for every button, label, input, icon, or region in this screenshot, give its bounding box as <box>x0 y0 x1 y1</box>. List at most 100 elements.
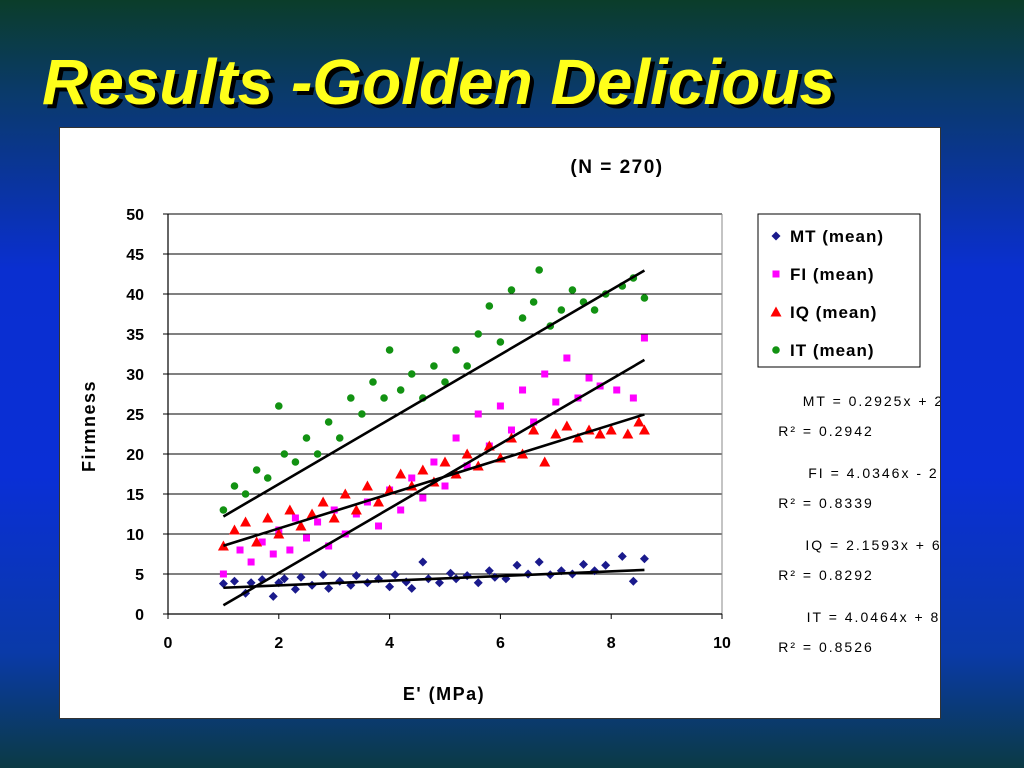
point-iq <box>572 432 584 443</box>
point-fi <box>291 514 299 522</box>
point-it <box>557 306 566 314</box>
point-fi <box>507 426 515 434</box>
point-fi <box>563 354 571 362</box>
x-tick-label: 0 <box>164 635 173 652</box>
chart-panel: (N = 270) 0 5 10 15 20 25 30 35 40 45 50 0 2 4 6 8 10 E'… <box>59 127 987 719</box>
point-mt <box>279 574 289 584</box>
point-fi <box>452 434 460 442</box>
r2-it: R² = 0.8526 <box>778 639 874 655</box>
point-iq <box>605 424 617 435</box>
point-it <box>230 482 239 490</box>
point-fi <box>236 546 244 554</box>
point-iq <box>594 428 606 439</box>
point-it <box>518 314 527 322</box>
point-mt <box>246 578 256 588</box>
legend: MT (mean) FI (mean) IQ (mean) IT (mean) <box>757 213 921 368</box>
trendline-mt <box>223 568 645 590</box>
point-iq <box>361 480 373 491</box>
point-iq <box>539 456 551 467</box>
legend-label-fi: FI (mean) <box>790 265 875 284</box>
point-fi <box>552 398 560 406</box>
point-it <box>507 286 516 294</box>
point-mt <box>218 579 228 589</box>
point-mt <box>617 551 627 561</box>
point-mt <box>290 584 300 594</box>
y-tick-label: 10 <box>126 527 144 544</box>
point-mt <box>385 582 395 592</box>
point-iq <box>251 536 263 547</box>
point-mt <box>335 576 345 586</box>
trendline-it <box>222 269 646 518</box>
point-mt <box>473 578 483 588</box>
point-fi <box>496 402 504 410</box>
point-mt <box>601 560 611 570</box>
point-it <box>463 362 471 370</box>
point-fi <box>325 542 333 550</box>
point-it <box>529 298 538 306</box>
point-fi <box>314 518 322 526</box>
point-fi <box>530 418 538 426</box>
equation-it: IT = 4.0464x + 8.1449 <box>807 609 940 625</box>
legend-marker-fi <box>772 270 780 278</box>
point-it <box>335 434 344 442</box>
point-fi <box>519 386 527 394</box>
y-tick-label: 15 <box>126 487 144 504</box>
point-mt <box>296 572 306 582</box>
scatter-chart: (N = 270) 0 5 10 15 20 25 30 35 40 45 50 0 2 4 6 8 10 E'… <box>79 157 987 704</box>
point-it <box>291 458 300 466</box>
point-iq <box>417 464 429 475</box>
point-iq <box>461 448 473 459</box>
point-it <box>568 286 577 294</box>
point-fi <box>613 386 621 394</box>
point-iq <box>350 504 362 515</box>
legend-marker-mt <box>771 231 781 241</box>
point-iq <box>317 496 329 507</box>
chart-title: (N = 270) <box>570 157 663 178</box>
point-it <box>485 302 494 310</box>
point-mt <box>484 566 494 576</box>
regression-equations: MT = 0.2925x + 2.9894 R² = 0.2942 FI = 4.0… <box>778 393 987 655</box>
point-fi <box>219 570 227 578</box>
point-it <box>369 378 377 386</box>
point-it <box>358 410 366 418</box>
point-it <box>385 346 394 354</box>
point-iq <box>439 456 451 467</box>
x-tick-label: 10 <box>713 635 731 652</box>
r2-iq: R² = 0.8292 <box>778 567 874 583</box>
point-iq <box>328 512 340 523</box>
point-mt <box>351 571 361 581</box>
point-it <box>452 346 460 354</box>
point-iq <box>550 428 562 439</box>
point-iq <box>228 524 240 535</box>
y-tick-label: 40 <box>126 287 144 304</box>
point-mt <box>628 576 638 586</box>
r2-fi: R² = 0.8339 <box>778 495 874 511</box>
point-mt <box>512 560 522 570</box>
point-it <box>407 370 416 378</box>
point-iq <box>528 424 540 435</box>
trendline-fi <box>222 358 646 607</box>
point-it <box>380 394 388 402</box>
point-fi <box>269 550 277 558</box>
legend-label-it: IT (mean) <box>790 341 875 360</box>
point-fi <box>474 410 482 418</box>
point-fi <box>585 374 593 382</box>
point-it <box>640 294 649 302</box>
point-iq <box>339 488 351 499</box>
point-iq <box>373 496 385 507</box>
point-fi <box>258 538 266 546</box>
point-mt <box>418 557 428 567</box>
point-mt <box>324 583 334 593</box>
point-fi <box>247 558 255 566</box>
point-iq <box>262 512 274 523</box>
y-tick-label: 0 <box>135 607 144 624</box>
point-it <box>275 402 283 410</box>
point-fi <box>541 370 549 378</box>
point-mt <box>639 554 649 564</box>
legend-marker-it <box>772 346 780 354</box>
equation-fi: FI = 4.0346x - 2.9391 <box>808 465 940 481</box>
point-it <box>535 266 543 274</box>
y-tick-label: 5 <box>135 567 144 584</box>
point-it <box>430 362 438 370</box>
data-points <box>217 266 650 601</box>
